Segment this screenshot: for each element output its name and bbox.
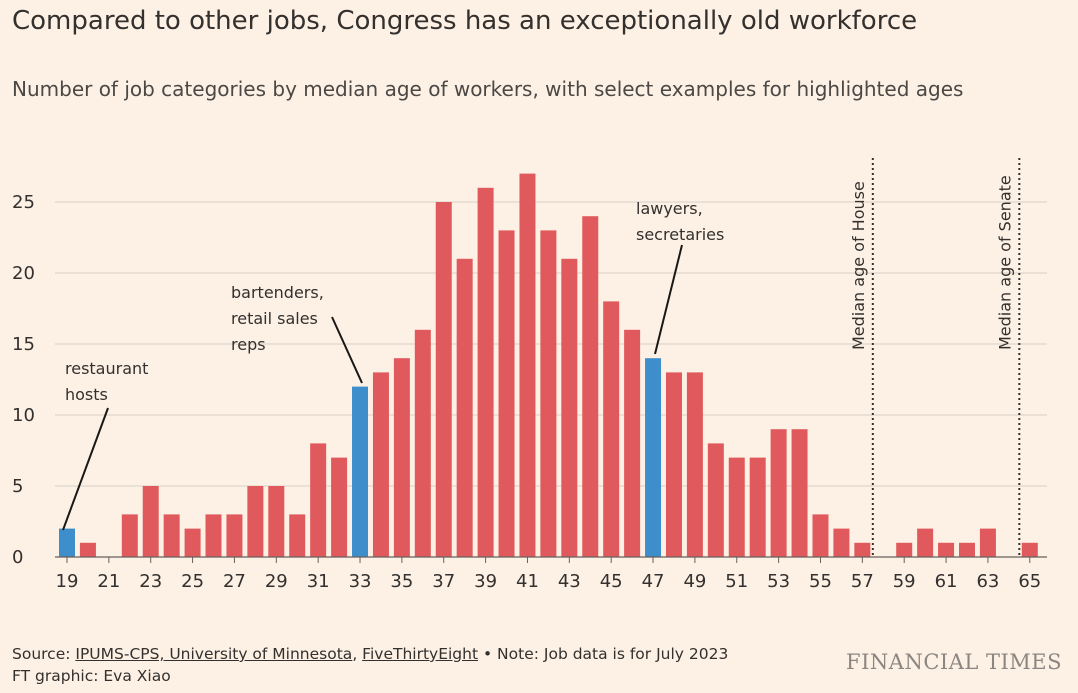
x-tick-label: 51 [725,571,748,592]
x-tick-label: 43 [558,571,581,592]
x-tick-label: 23 [139,571,162,592]
x-tick-label: 63 [976,571,999,592]
x-tick-label: 25 [181,571,204,592]
ft-logo: FINANCIAL TIMES [846,650,1062,674]
bar [707,443,724,557]
x-tick-label: 61 [935,571,958,592]
y-tick-label: 0 [12,547,23,568]
highlighted-bar [352,386,369,557]
bar [247,486,264,557]
source-separator: , [352,645,363,663]
bar [833,528,850,557]
x-tick-label: 21 [97,571,120,592]
y-tick-label: 25 [12,192,35,213]
bar [226,514,243,557]
reference-line-label: Median age of House [849,181,868,350]
bar [854,542,871,557]
bar [289,514,306,557]
chart-subtitle: Number of job categories by median age o… [12,77,964,101]
bar [393,358,410,557]
bar [896,542,913,557]
x-tick-label: 41 [516,571,539,592]
bar [414,329,431,557]
bar [435,202,452,557]
bar [456,258,473,557]
annotation-label: retail sales [231,309,318,328]
bar [728,457,745,557]
bar [770,429,787,557]
bar [624,329,641,557]
bar [979,528,996,557]
source-link-fivethirtyeight[interactable]: FiveThirtyEight [362,645,479,663]
bar [331,457,348,557]
bar [163,514,180,557]
bar [540,230,557,557]
chart-title: Compared to other jobs, Congress has an … [12,6,918,36]
bar [310,443,327,557]
bar [142,486,159,557]
x-tick-label: 45 [600,571,623,592]
bar [812,514,829,557]
bar [519,173,536,557]
bar [477,187,494,558]
bar [268,486,285,557]
x-tick-label: 55 [809,571,832,592]
footer: Source: IPUMS-CPS, University of Minneso… [12,643,728,687]
source-prefix: Source: [12,645,76,663]
source-line: Source: IPUMS-CPS, University of Minneso… [12,643,728,665]
bar [791,429,808,557]
bar [665,372,682,557]
annotation-label: reps [231,335,266,354]
x-tick-label: 59 [893,571,916,592]
x-tick-label: 39 [474,571,497,592]
x-tick-label: 33 [349,571,372,592]
annotation-leader-line [331,316,363,384]
annotation-label: lawyers, [636,199,703,218]
annotation-label: secretaries [636,225,724,244]
x-tick-label: 49 [683,571,706,592]
x-tick-label: 37 [432,571,455,592]
highlighted-bar [59,528,75,557]
x-tick-label: 19 [56,571,79,592]
x-tick-label: 31 [307,571,330,592]
x-tick-label: 65 [1018,571,1041,592]
reference-line-label: Median age of Senate [995,175,1014,350]
annotation-leader-line [62,407,109,531]
bar [79,542,96,557]
annotation-label: bartenders, [231,283,324,302]
x-tick-label: 27 [223,571,246,592]
bar [686,372,703,557]
bar [561,258,578,557]
source-link-ipums[interactable]: IPUMS-CPS, University of Minnesota [75,645,353,663]
bar [958,542,975,557]
bar [582,216,599,557]
bar [205,514,222,557]
y-tick-label: 15 [12,334,35,355]
annotation-leader-line [654,244,683,355]
x-tick-label: 47 [642,571,665,592]
source-note: • Note: Job data is for July 2023 [478,645,729,663]
x-tick-label: 57 [851,571,874,592]
annotation-label: hosts [65,385,108,404]
bar [603,301,620,557]
bar [184,528,201,557]
y-tick-label: 20 [12,263,35,284]
highlighted-bar [645,358,662,557]
bar [1021,542,1038,557]
bar [749,457,766,557]
y-tick-label: 10 [12,405,35,426]
bar [121,514,138,557]
x-tick-label: 35 [390,571,413,592]
bar [372,372,389,557]
graphic-credit: FT graphic: Eva Xiao [12,667,171,685]
bar [498,230,515,557]
y-tick-label: 5 [12,476,23,497]
bar [938,542,955,557]
x-tick-label: 53 [767,571,790,592]
bar [917,528,934,557]
annotation-label: restaurant [65,359,148,378]
x-tick-label: 29 [265,571,288,592]
